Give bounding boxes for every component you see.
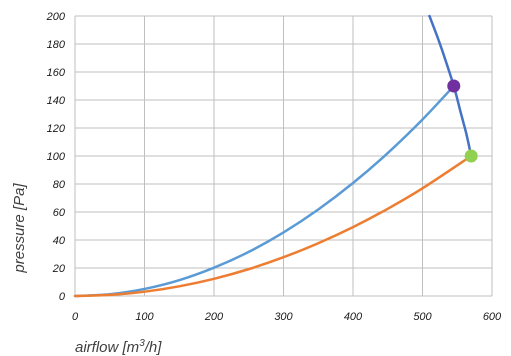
x-tick-label-0: 0 <box>72 311 79 323</box>
x-axis-title: airflow [m3/h] <box>75 338 162 356</box>
y-tick-label-80: 80 <box>53 179 66 191</box>
y-tick-label-60: 60 <box>53 207 66 219</box>
x-tick-label-200: 200 <box>204 311 224 323</box>
series-line-1 <box>73 84 456 298</box>
operating-point-marker-2 <box>464 149 478 163</box>
grid <box>74 15 493 297</box>
operating-point-marker-1 <box>447 79 461 93</box>
x-axis-title-superscript: 3 <box>139 338 145 349</box>
markers <box>447 79 478 163</box>
x-tick-label-500: 500 <box>413 311 432 323</box>
x-axis-title-prefix: airflow [m <box>75 339 139 356</box>
tick-labels: 0 20 40 60 80 100 120 140 160 180 200 0 100 200 300 400… <box>46 11 502 323</box>
y-tick-label-120: 120 <box>47 123 66 135</box>
y-axis-title: pressure [Pa] <box>11 183 28 274</box>
series-line-2 <box>73 154 473 298</box>
y-tick-label-140: 140 <box>47 95 66 107</box>
y-tick-label-100: 100 <box>47 151 66 163</box>
y-tick-label-0: 0 <box>59 291 66 303</box>
x-tick-label-100: 100 <box>135 311 154 323</box>
y-tick-label-200: 200 <box>46 11 66 23</box>
x-tick-label-400: 400 <box>344 311 363 323</box>
y-tick-label-40: 40 <box>53 235 66 247</box>
x-tick-label-300: 300 <box>274 311 293 323</box>
x-tick-label-600: 600 <box>483 311 502 323</box>
x-axis-title-suffix: /h] <box>144 339 163 356</box>
y-tick-label-20: 20 <box>52 263 66 275</box>
y-tick-label-180: 180 <box>47 39 66 51</box>
y-tick-label-160: 160 <box>47 67 66 79</box>
